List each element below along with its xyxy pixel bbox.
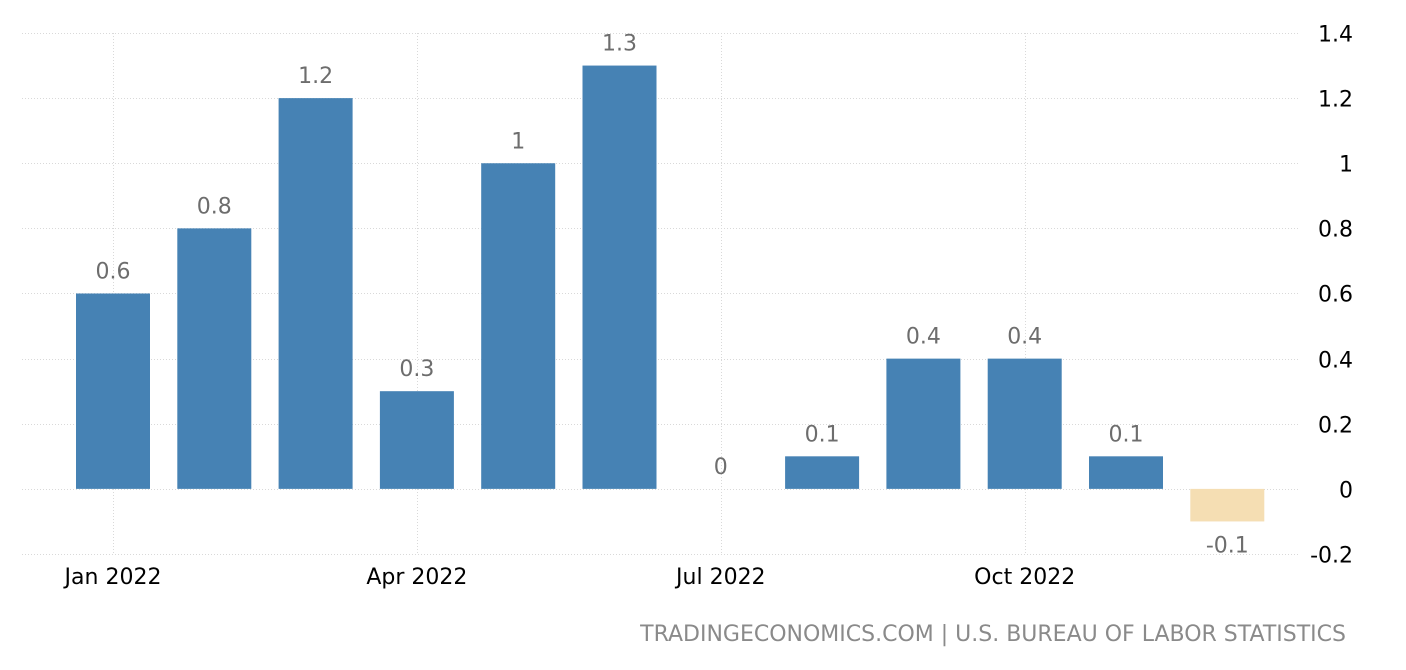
bar-data-label: 1.3 xyxy=(602,32,637,57)
bar-data-label: 0.1 xyxy=(1109,422,1144,447)
bar xyxy=(177,228,252,489)
bar-data-label: 0.6 xyxy=(96,260,131,285)
bar xyxy=(76,293,150,489)
y-tick-label: 0 xyxy=(1339,479,1353,504)
x-tick-label: Jan 2022 xyxy=(63,565,162,590)
bar-data-label: 0 xyxy=(714,455,728,480)
y-tick-label: -0.2 xyxy=(1310,544,1353,569)
bar-data-label: 1.2 xyxy=(298,64,333,89)
bar xyxy=(481,163,556,489)
bar-data-label: 0.8 xyxy=(197,194,232,219)
bar xyxy=(379,391,454,489)
bar-data-label: 1 xyxy=(511,129,525,154)
bar xyxy=(1089,456,1163,489)
bar xyxy=(785,456,860,489)
bar-data-label: -0.1 xyxy=(1206,533,1249,558)
y-axis-ticks: 1.4 1.2 1 0.8 0.6 0.4 0.2 0 -0.2 xyxy=(1310,23,1353,569)
bar xyxy=(886,358,961,489)
data-labels-group: 0.6 0.8 1.2 0.3 1 1.3 0 0.1 0.4 0.4 0.1 -0.1 xyxy=(96,32,1249,559)
y-tick-label: 0.8 xyxy=(1318,218,1353,243)
bar-data-label: 0.4 xyxy=(1007,325,1042,350)
x-tick-label: Oct 2022 xyxy=(974,565,1075,590)
y-tick-label: 1.4 xyxy=(1318,23,1353,48)
y-tick-label: 0.4 xyxy=(1318,349,1353,374)
bar xyxy=(582,65,657,489)
source-attribution: TRADINGECONOMICS.COM | U.S. BUREAU OF LA… xyxy=(640,622,1346,647)
bar xyxy=(278,98,353,489)
bar-data-label: 0.4 xyxy=(906,325,941,350)
y-tick-label: 1 xyxy=(1339,153,1353,178)
y-tick-label: 0.6 xyxy=(1318,283,1353,308)
bar xyxy=(987,358,1062,489)
bar-data-label: 0.3 xyxy=(399,357,434,382)
bar-data-label: 0.1 xyxy=(805,422,840,447)
x-tick-label: Jul 2022 xyxy=(674,565,766,590)
x-axis-ticks: Jan 2022 Apr 2022 Jul 2022 Oct 2022 xyxy=(63,565,1076,590)
bars-group xyxy=(76,65,1265,522)
x-tick-label: Apr 2022 xyxy=(366,565,467,590)
bar xyxy=(1190,488,1265,522)
y-tick-label: 1.2 xyxy=(1318,88,1353,113)
y-tick-label: 0.2 xyxy=(1318,414,1353,439)
